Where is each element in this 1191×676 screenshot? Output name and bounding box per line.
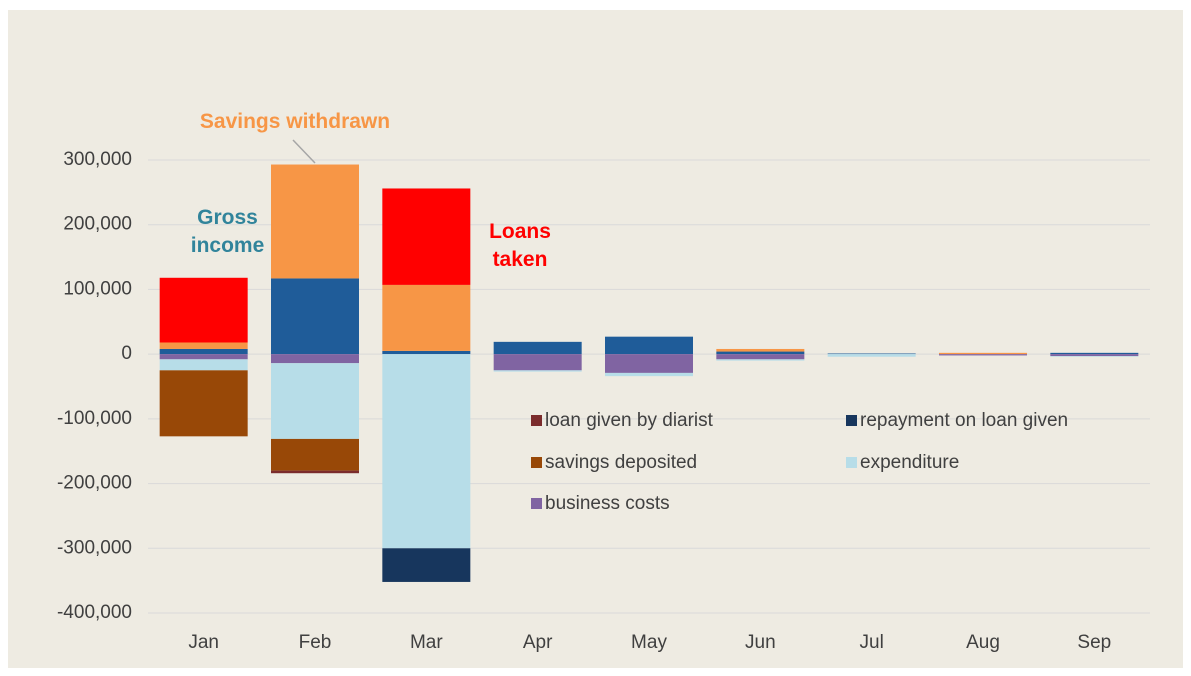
bar-segment <box>159 359 248 371</box>
legend-swatch <box>531 415 542 426</box>
bar-segment <box>382 284 471 351</box>
x-tick-label: Apr <box>523 632 553 653</box>
y-tick-label: -400,000 <box>57 602 132 623</box>
bar-segment <box>382 188 471 285</box>
x-tick-label: Feb <box>299 632 332 653</box>
bar-segment <box>827 354 916 357</box>
legend-label: repayment on loan given <box>860 410 1068 431</box>
bar-segment <box>716 354 805 360</box>
bar-segment <box>716 359 805 361</box>
bar-segment <box>382 548 471 582</box>
legend-label: expenditure <box>860 452 959 473</box>
bar-segment <box>827 353 916 355</box>
series-annotation: Gross income <box>190 206 265 257</box>
bar-segment <box>271 278 359 355</box>
bar-segment <box>271 363 359 439</box>
bar-segment <box>382 350 471 355</box>
y-tick-label: 200,000 <box>63 214 132 235</box>
bar-segment <box>271 164 359 279</box>
bar-segment <box>159 370 248 437</box>
x-tick-label: Aug <box>966 632 1000 653</box>
legend-label: loan given by diarist <box>545 410 714 431</box>
x-tick-label: Jun <box>745 632 776 653</box>
bar-segment <box>493 341 582 355</box>
bar-segment <box>939 354 1027 356</box>
x-tick-label: Jan <box>188 632 219 653</box>
bar-segment <box>716 348 805 352</box>
y-tick-label: 0 <box>121 343 132 364</box>
y-tick-label: -200,000 <box>57 473 132 494</box>
bar-segment <box>605 354 693 373</box>
bar-segment <box>605 336 693 355</box>
x-tick-label: Sep <box>1077 632 1111 653</box>
legend-swatch <box>531 457 542 468</box>
y-tick-label: 300,000 <box>63 149 132 170</box>
legend-swatch <box>846 457 857 468</box>
legend-label: savings deposited <box>545 452 697 473</box>
y-tick-label: -300,000 <box>57 537 132 558</box>
annotation-leader <box>292 139 316 164</box>
y-tick-label: 100,000 <box>63 278 132 299</box>
series-annotation: Loans taken <box>489 220 551 271</box>
x-tick-label: Mar <box>410 632 443 653</box>
legend-swatch <box>846 415 857 426</box>
bar-segment <box>493 370 582 372</box>
bar-segment <box>159 342 248 349</box>
y-tick-label: -100,000 <box>57 408 132 429</box>
bar-segment <box>1050 352 1139 355</box>
bar-segment <box>271 470 359 474</box>
bar-segment <box>159 348 248 355</box>
legend-label: business costs <box>545 493 670 514</box>
bar-segment <box>1050 356 1139 357</box>
legend-swatch <box>531 498 542 509</box>
bar-segment <box>605 372 693 377</box>
bar-segment <box>271 354 359 364</box>
bar-segment <box>159 277 248 343</box>
series-annotation: Savings withdrawn <box>199 110 391 133</box>
bar-segment <box>382 354 471 549</box>
x-tick-label: May <box>631 632 667 653</box>
bar-segment <box>716 351 805 355</box>
bar-segment <box>1050 354 1139 357</box>
bar-segment <box>493 354 582 371</box>
x-tick-label: Jul <box>860 632 884 653</box>
bar-segment <box>159 354 248 360</box>
bar-segment <box>271 438 359 471</box>
bar-segment <box>939 352 1027 355</box>
